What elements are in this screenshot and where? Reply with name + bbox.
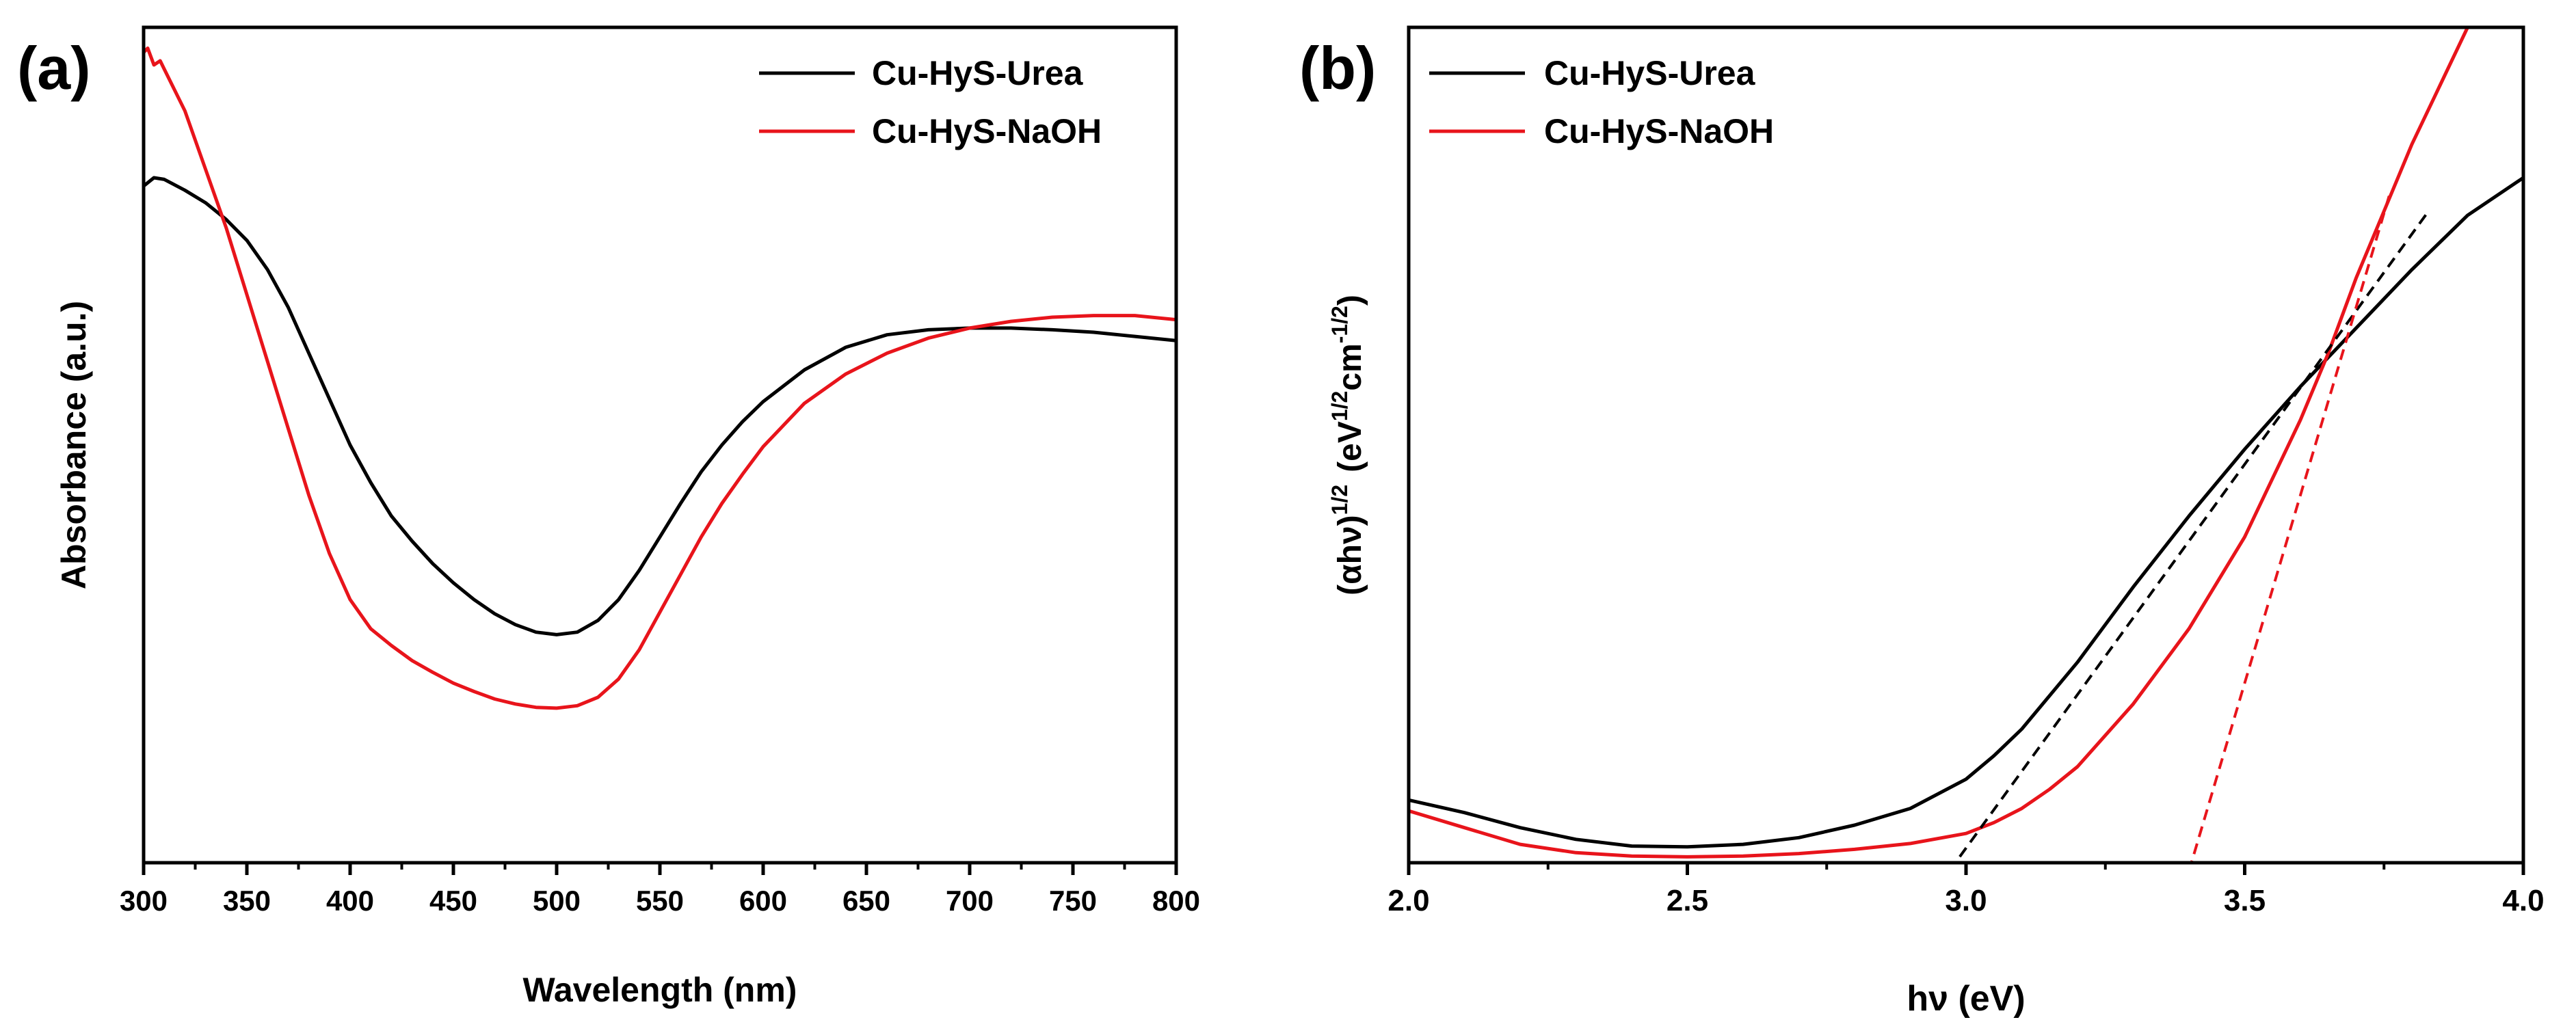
panel-label-b: (b) (1299, 34, 1376, 102)
y-label-b-units-mid: cm (1332, 343, 1368, 390)
y-label-b-units-sup2: -1/2 (1327, 306, 1352, 343)
x-axis-label-a: Wavelength (nm) (523, 971, 797, 1009)
y-label-b-units-post: ) (1332, 295, 1368, 306)
legend-b: Cu-HyS-Urea Cu-HyS-NaOH (1429, 54, 1774, 150)
x-tick-label: 800 (1152, 885, 1200, 917)
series-line-a-0 (144, 176, 1176, 636)
x-tick-label: 4.0 (2502, 884, 2544, 917)
x-axis-ticks-a (142, 863, 1178, 875)
tangent-line-b-0 (1953, 210, 2430, 863)
plot-frame-b (1407, 25, 2525, 865)
x-axis-ticks-b (1407, 863, 2525, 875)
plot-area-a (144, 46, 1176, 710)
x-axis-tick-labels-b: 2.0 2.5 3.0 3.5 4.0 (1387, 884, 2544, 917)
y-axis-label-a: Absorbance (a.u.) (55, 301, 93, 589)
y-label-b-sup: 1/2 (1327, 485, 1352, 515)
panel-a: (a) 300 350 400 450 500 550 600 650 700 750 800 Wa… (17, 25, 1200, 1009)
x-tick-label: 700 (946, 885, 994, 917)
x-tick-label: 2.0 (1387, 884, 1429, 917)
series-line-b-1 (1409, 27, 2470, 859)
legend-label-a-1: Cu-HyS-NaOH (872, 112, 1102, 150)
x-axis-label-b: hν (eV) (1907, 979, 2025, 1019)
x-tick-label: 650 (842, 885, 890, 917)
x-axis-tick-labels-a: 300 350 400 450 500 550 600 650 700 750 800 (120, 885, 1200, 917)
y-label-b-units-sup1: 1/2 (1327, 391, 1352, 421)
x-tick-label: 350 (223, 885, 271, 917)
series-line-a-1 (144, 46, 1176, 710)
x-tick-label: 600 (739, 885, 787, 917)
x-tick-label: 3.0 (1945, 884, 1987, 917)
x-tick-label: 2.5 (1667, 884, 1708, 917)
legend-a: Cu-HyS-Urea Cu-HyS-NaOH (759, 54, 1102, 150)
x-tick-label: 550 (636, 885, 684, 917)
panel-b: (b) 2.0 2.5 3.0 3.5 4.0 hν (eV) (αhν)1/2(eV1… (1299, 25, 2545, 1019)
y-axis-label-b: (αhν)1/2(eV1/2cm-1/2) (1327, 295, 1368, 595)
legend-label-b-0: Cu-HyS-Urea (1544, 54, 1756, 92)
y-label-b-units-pre: (eV (1332, 421, 1368, 472)
y-label-b-main: (αhν) (1332, 515, 1368, 595)
x-tick-label: 400 (326, 885, 374, 917)
plot-frame-a (142, 25, 1178, 865)
legend-label-a-0: Cu-HyS-Urea (872, 54, 1084, 92)
x-tick-label: 450 (429, 885, 477, 917)
x-tick-label: 500 (533, 885, 581, 917)
tangent-line-b-1 (2190, 193, 2391, 863)
x-tick-label: 3.5 (2224, 884, 2266, 917)
legend-label-b-1: Cu-HyS-NaOH (1544, 112, 1774, 150)
x-tick-label: 750 (1049, 885, 1097, 917)
plot-area-b (1409, 27, 2523, 863)
x-tick-label: 300 (120, 885, 168, 917)
panel-label-a: (a) (17, 34, 91, 102)
